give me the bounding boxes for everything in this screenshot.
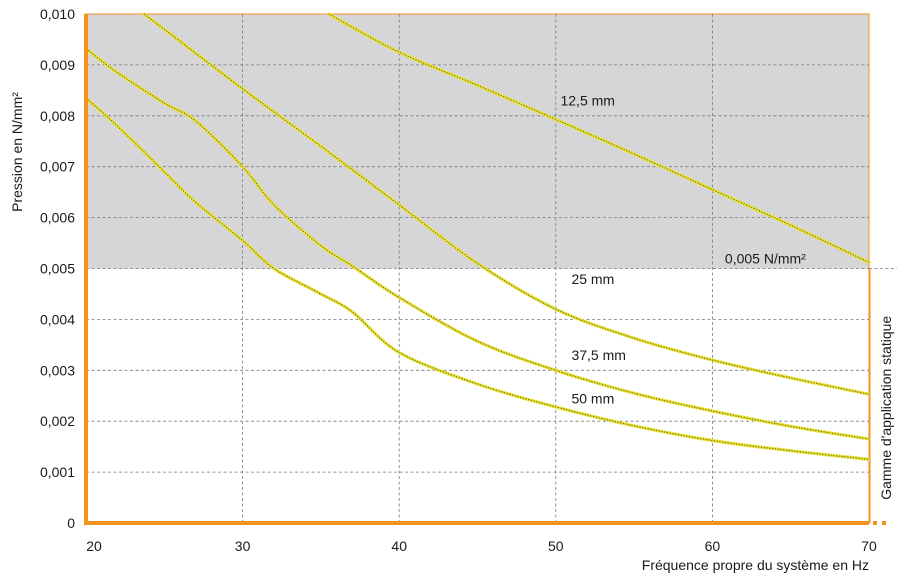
- series-label: 25 mm: [571, 271, 614, 287]
- x-axis-label: Fréquence propre du système en Hz: [642, 557, 869, 573]
- axis-end-mark: [882, 521, 886, 525]
- series-label: 37,5 mm: [571, 347, 625, 363]
- y-tick-label: 0,010: [40, 6, 75, 22]
- x-tick-label: 20: [86, 538, 102, 554]
- y-tick-label: 0,008: [40, 108, 75, 124]
- x-tick-label: 70: [861, 538, 877, 554]
- y-tick-label: 0,006: [40, 210, 75, 226]
- axis-end-marks: [873, 521, 886, 525]
- series-line-dots: [328, 13, 870, 263]
- threshold-label: 0,005 N/mm²: [725, 251, 806, 267]
- y-tick-label: 0,003: [40, 362, 75, 378]
- series-labels: 12,5 mm 25 mm 37,5 mm 50 mm: [560, 93, 625, 407]
- y-tick-label: 0,002: [40, 413, 75, 429]
- y-tick-label: 0,005: [40, 261, 75, 277]
- tick-labels: 0 0,001 0,002 0,003 0,004 0,005 0,006 0,007 0,00…: [40, 6, 877, 554]
- series-curves: [84, 12, 871, 461]
- static-range-label: Gamme d'application statique: [878, 316, 894, 500]
- y-tick-label: 0,009: [40, 57, 75, 73]
- series-label: 12,5 mm: [560, 93, 614, 109]
- y-tick-label: 0: [67, 515, 75, 531]
- y-tick-label: 0,001: [40, 464, 75, 480]
- x-tick-label: 30: [235, 538, 251, 554]
- y-tick-label: 0,004: [40, 311, 75, 327]
- y-axis-label: Pression en N/mm²: [9, 92, 25, 212]
- x-tick-label: 40: [391, 538, 407, 554]
- axis-end-mark: [873, 521, 877, 525]
- x-tick-label: 60: [705, 538, 721, 554]
- grid-lines: [86, 14, 869, 523]
- series-label: 50 mm: [571, 390, 614, 406]
- series-line-dots: [85, 97, 870, 460]
- series-line-dots: [143, 13, 870, 395]
- y-tick-label: 0,007: [40, 159, 75, 175]
- static-region-shading: [86, 14, 869, 269]
- x-tick-label: 50: [548, 538, 564, 554]
- series-line-dots: [85, 48, 870, 440]
